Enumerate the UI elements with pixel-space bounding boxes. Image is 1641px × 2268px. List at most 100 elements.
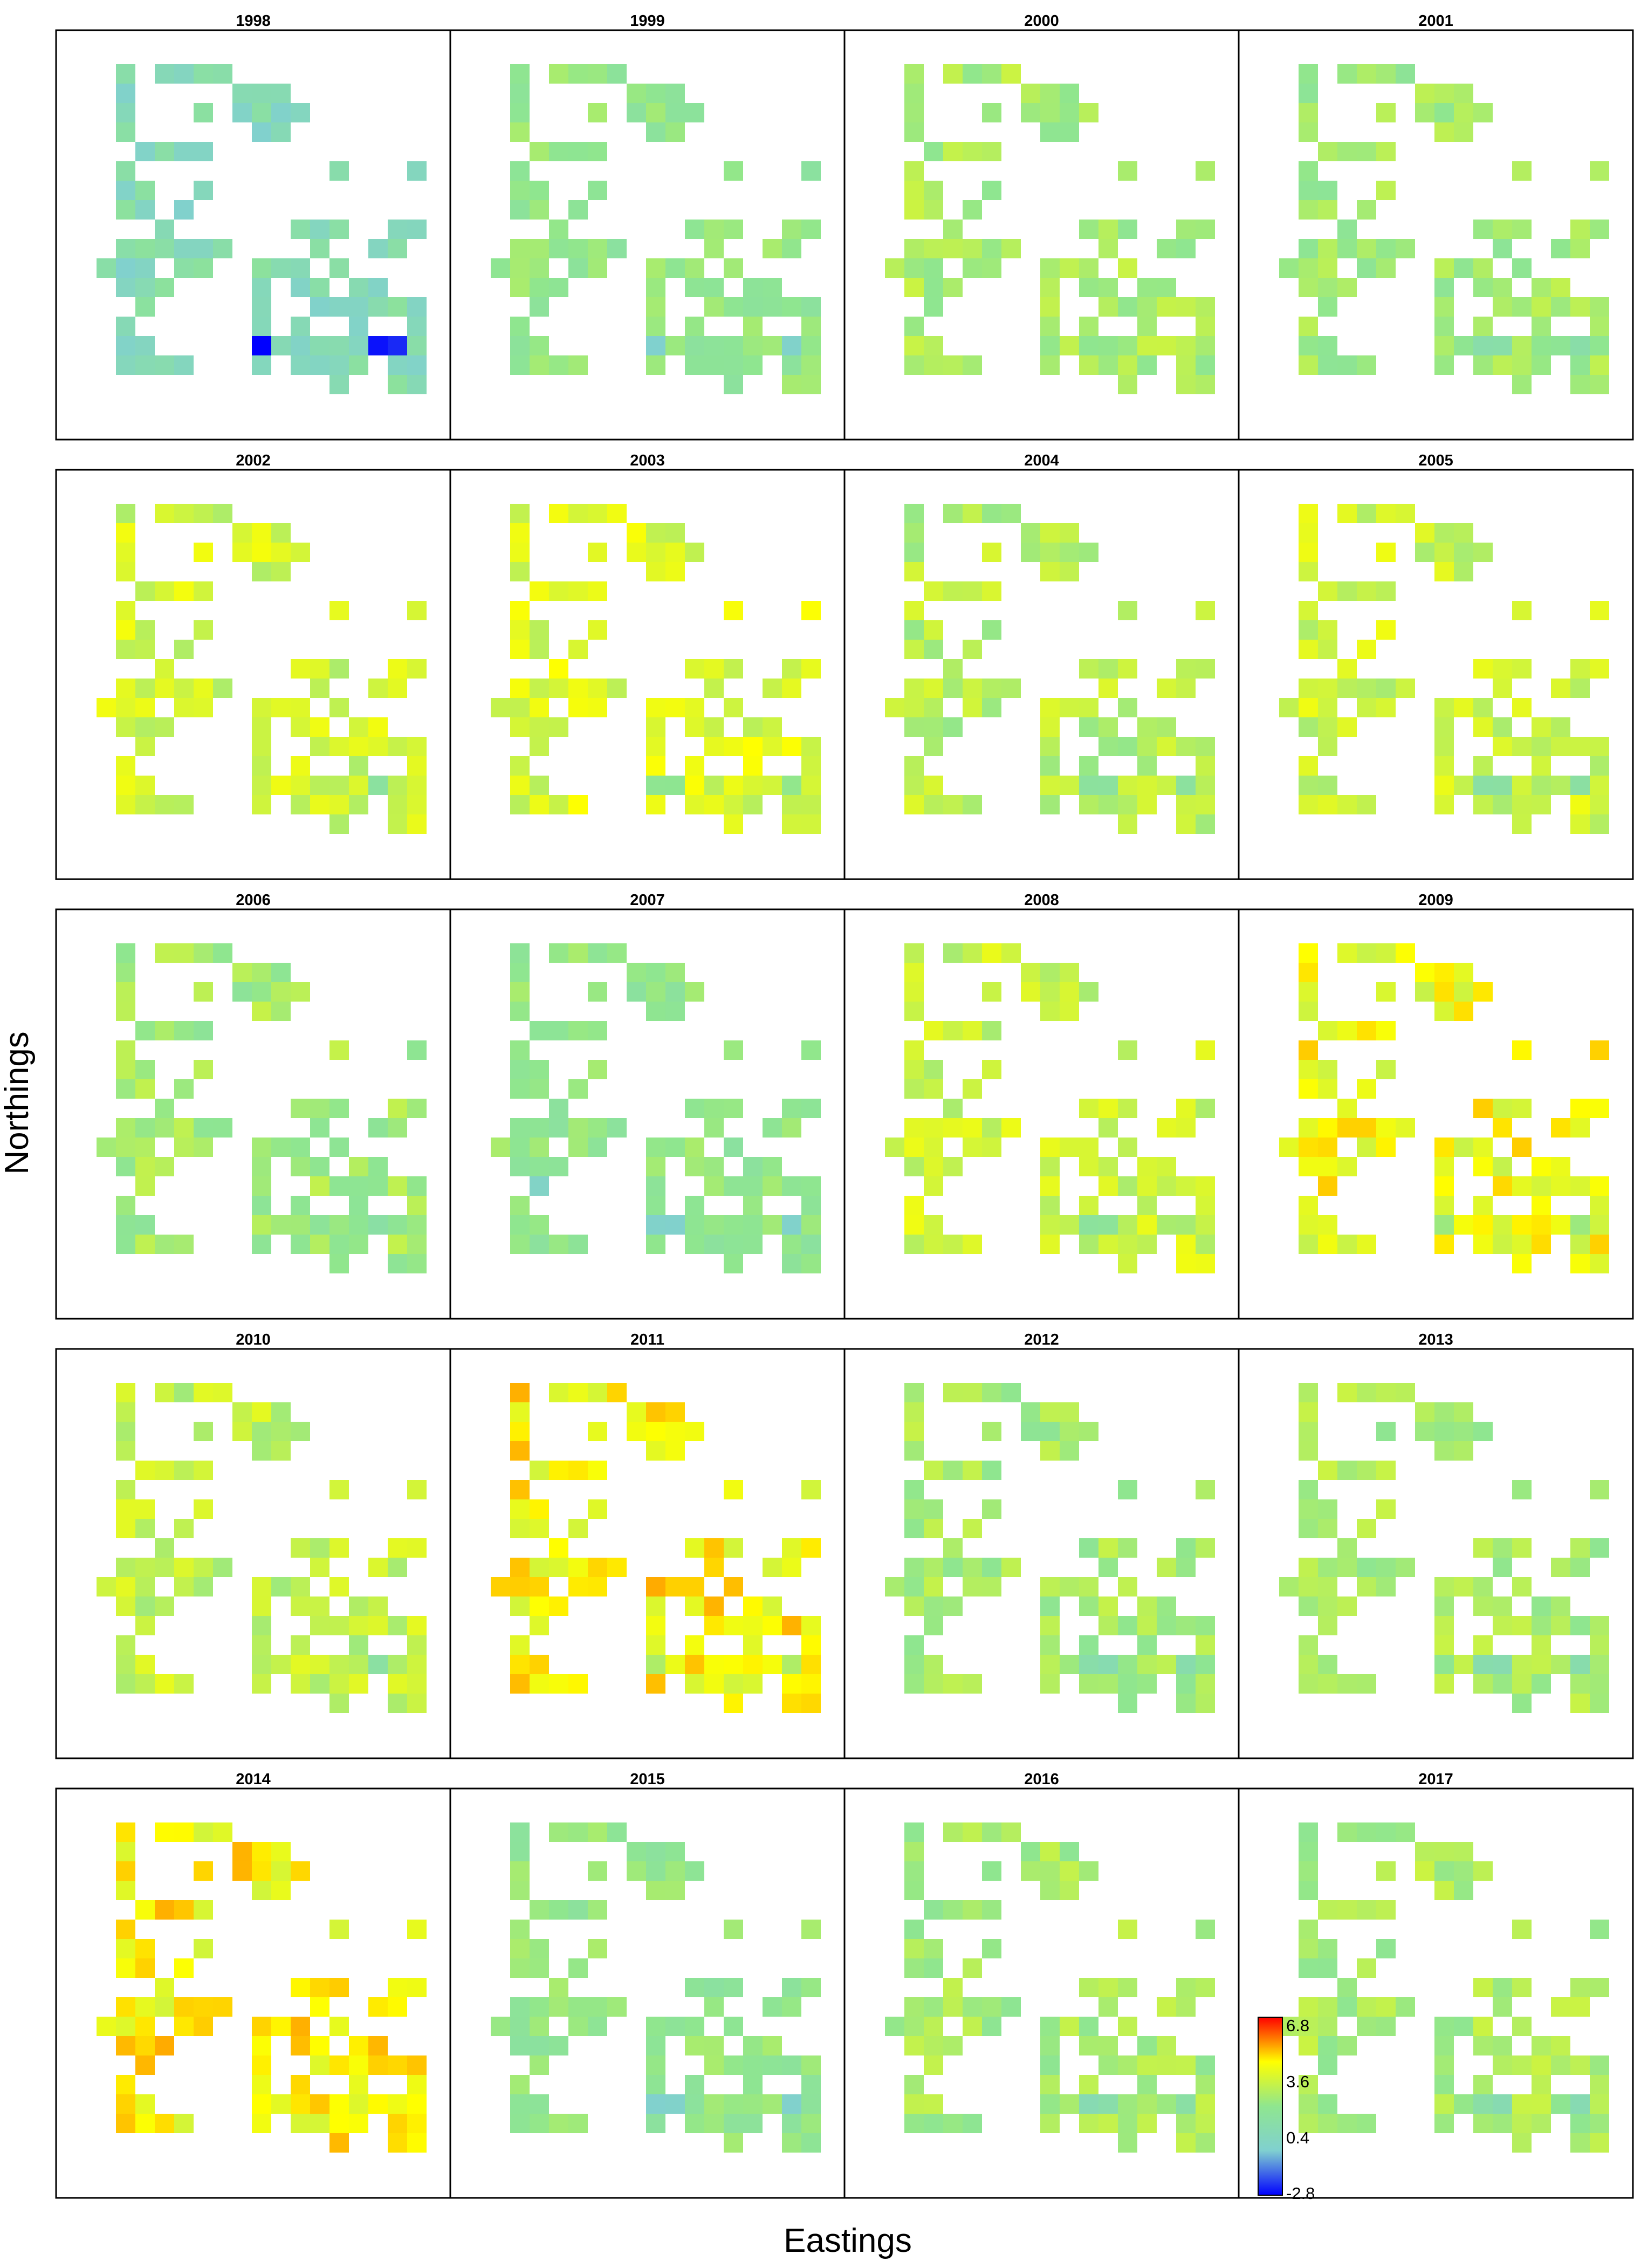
heatmap-cell	[982, 982, 1001, 1002]
heatmap-cell	[1512, 2094, 1532, 2114]
heatmap-cell	[904, 1215, 924, 1235]
heatmap-cell	[904, 1577, 924, 1596]
heatmap-cell	[1376, 943, 1396, 963]
heatmap-cell	[1473, 355, 1493, 375]
heatmap-cell	[1137, 2094, 1157, 2114]
heatmap-cell	[530, 1176, 549, 1196]
heatmap-cell	[1098, 795, 1118, 814]
heatmap-cell	[1532, 1157, 1551, 1176]
heatmap-cell	[1337, 2114, 1357, 2133]
heatmap-cell	[329, 659, 349, 679]
heatmap-cell	[271, 258, 291, 278]
heatmap-cell	[1493, 795, 1512, 814]
heatmap-cell	[924, 1519, 943, 1538]
heatmap-cell	[271, 523, 291, 543]
heatmap-cell	[685, 1157, 704, 1176]
heatmap-cell	[743, 756, 763, 776]
heatmap-cell	[904, 336, 924, 355]
heatmap-cell	[943, 142, 963, 161]
heatmap-cell	[252, 1674, 271, 1694]
heatmap-cell	[924, 1215, 943, 1235]
heatmap-cell	[368, 1596, 388, 1616]
heatmap-cell	[1098, 2036, 1118, 2055]
heatmap-cell	[588, 982, 607, 1002]
heatmap-cell	[135, 1655, 155, 1674]
heatmap-cell	[924, 640, 943, 659]
heatmap-cell	[724, 1176, 743, 1196]
heatmap-cell	[924, 1176, 943, 1196]
heatmap-cell	[1434, 756, 1454, 776]
heatmap-cell	[271, 963, 291, 982]
heatmap-cell	[782, 1099, 801, 1118]
heatmap-cell	[310, 1538, 329, 1558]
heatmap-cell	[530, 1655, 549, 1674]
heatmap-cell	[568, 1235, 588, 1254]
heatmap-cell	[963, 1461, 982, 1480]
heatmap-cell	[1434, 2055, 1454, 2075]
heatmap-cell	[1060, 1842, 1079, 1861]
heatmap-cell	[116, 2075, 135, 2094]
heatmap-cell	[530, 1157, 549, 1176]
heatmap-cell	[1196, 2133, 1215, 2153]
panel-title: 2015	[630, 1771, 665, 1788]
heatmap-cell	[1396, 1997, 1415, 2017]
heatmap-cell	[1176, 737, 1196, 756]
heatmap-cell	[213, 1383, 232, 1402]
heatmap-cell	[510, 1441, 530, 1461]
heatmap-cell	[1299, 1138, 1318, 1157]
heatmap-cell	[665, 562, 685, 581]
heatmap-cell	[1337, 1383, 1357, 1402]
heatmap-cell	[1118, 776, 1137, 795]
heatmap-cell	[782, 355, 801, 375]
heatmap-cell	[963, 142, 982, 161]
heatmap-cell	[1137, 2114, 1157, 2133]
heatmap-cell	[549, 1596, 568, 1616]
heatmap-cell	[174, 581, 194, 601]
heatmap-cell	[194, 1138, 213, 1157]
heatmap-cell	[174, 2114, 194, 2133]
heatmap-cell	[271, 1002, 291, 1021]
heatmap-cell	[1040, 1674, 1060, 1694]
heatmap-cell	[801, 1694, 821, 1713]
heatmap-cell	[1590, 1176, 1609, 1196]
heatmap-cell	[1590, 336, 1609, 355]
heatmap-cell	[1118, 795, 1137, 814]
heatmap-cell	[1434, 562, 1454, 581]
heatmap-cell	[1532, 336, 1551, 355]
heatmap-cell	[1318, 1958, 1337, 1978]
heatmap-cell	[510, 1655, 530, 1674]
heatmap-cell	[1137, 1215, 1157, 1235]
heatmap-cell	[1357, 1577, 1376, 1596]
heatmap-cell	[685, 1215, 704, 1235]
heatmap-cell	[1512, 698, 1532, 717]
heatmap-cell	[685, 2075, 704, 2094]
heatmap-cell	[904, 795, 924, 814]
heatmap-cell	[116, 2036, 135, 2055]
heatmap-cell	[1040, 776, 1060, 795]
heatmap-cell	[1434, 1215, 1454, 1235]
heatmap-cell	[510, 504, 530, 523]
heatmap-cell	[329, 1655, 349, 1674]
heatmap-cell	[943, 1235, 963, 1254]
heatmap-cell	[924, 795, 943, 814]
heatmap-cell	[1040, 1215, 1060, 1235]
heatmap-cell	[407, 776, 427, 795]
heatmap-cell	[291, 1635, 310, 1655]
heatmap-cell	[1299, 317, 1318, 336]
heatmap-cell	[510, 1235, 530, 1254]
heatmap-cell	[982, 1900, 1001, 1920]
heatmap-cell	[904, 1422, 924, 1441]
heatmap-cell	[1357, 239, 1376, 258]
heatmap-cell	[388, 679, 407, 698]
heatmap-cell	[1176, 1254, 1196, 1273]
heatmap-cell	[1021, 1861, 1040, 1881]
heatmap-cell	[801, 2133, 821, 2153]
heatmap-cell	[1570, 1616, 1590, 1635]
heatmap-cell	[1060, 1577, 1079, 1596]
heatmap-cell	[135, 2036, 155, 2055]
heatmap-cell	[904, 943, 924, 963]
heatmap-cell	[194, 1422, 213, 1441]
heatmap-cell	[743, 2055, 763, 2075]
heatmap-cell	[1570, 1997, 1590, 2017]
